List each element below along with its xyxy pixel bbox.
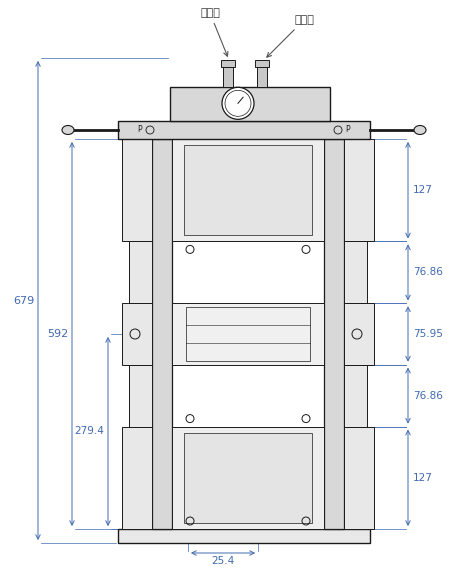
Text: 75.95: 75.95 [413, 329, 443, 339]
Bar [118, 529, 370, 543]
Bar [257, 67, 267, 87]
Bar [122, 304, 152, 365]
Ellipse shape [414, 125, 426, 135]
Text: 127: 127 [413, 473, 433, 483]
Bar [172, 304, 324, 365]
Bar [122, 139, 152, 242]
Bar [129, 242, 152, 304]
Bar [186, 308, 310, 361]
Bar [344, 242, 367, 304]
Text: 76.86: 76.86 [413, 267, 443, 277]
Bar [118, 121, 370, 139]
Bar [129, 365, 152, 427]
Bar [344, 365, 367, 427]
Bar [172, 139, 324, 242]
Bar [172, 427, 324, 529]
Bar [344, 427, 374, 529]
Bar [184, 432, 312, 523]
Bar [152, 139, 172, 529]
Text: 进油口: 进油口 [267, 15, 314, 57]
Bar [255, 60, 269, 67]
Ellipse shape [62, 125, 74, 135]
Bar [324, 139, 344, 529]
Bar [344, 139, 374, 242]
Text: 279.4: 279.4 [74, 427, 104, 436]
Text: 592: 592 [47, 329, 68, 339]
Circle shape [222, 87, 254, 120]
Text: 出油口: 出油口 [200, 8, 228, 56]
Bar [122, 427, 152, 529]
Text: 25.4: 25.4 [211, 556, 235, 566]
Text: 76.86: 76.86 [413, 390, 443, 401]
Bar [221, 60, 235, 67]
Bar [344, 304, 374, 365]
Text: 679: 679 [13, 296, 34, 305]
Bar [223, 67, 233, 87]
Text: P: P [346, 125, 350, 135]
Bar [184, 145, 312, 235]
Text: P: P [138, 125, 142, 135]
Text: 127: 127 [413, 185, 433, 195]
Bar [170, 87, 330, 121]
